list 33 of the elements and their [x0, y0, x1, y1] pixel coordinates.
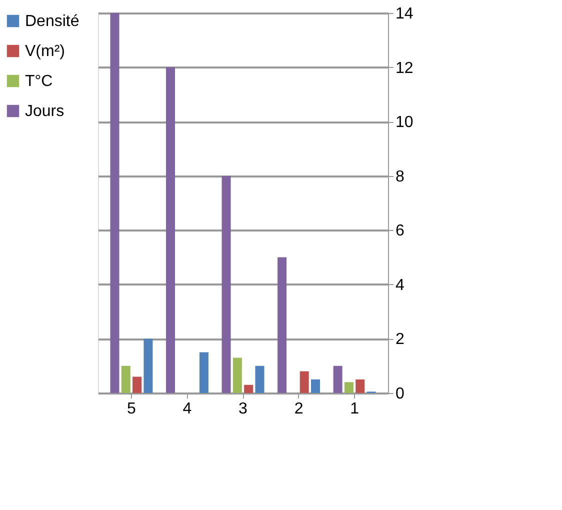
bar — [278, 257, 287, 393]
y-tick-label: 2 — [396, 331, 404, 348]
x-tick-label: 2 — [294, 400, 304, 418]
bar — [144, 338, 153, 393]
bar — [311, 379, 320, 393]
x-tick-label: 1 — [350, 400, 360, 418]
bar — [232, 358, 242, 393]
x-tick-label: 4 — [182, 400, 192, 418]
bar — [222, 176, 231, 393]
bar — [333, 366, 342, 393]
legend-label: T°C — [25, 73, 53, 90]
x-tick-label: 3 — [238, 400, 248, 418]
bar — [199, 352, 208, 393]
legend-label: Densité — [25, 13, 80, 30]
y-tick-label: 10 — [396, 114, 414, 132]
bar — [300, 371, 309, 393]
y-tick-label: 12 — [396, 60, 414, 77]
bar — [166, 67, 175, 393]
bar — [255, 366, 264, 393]
y-tick-label: 8 — [396, 168, 404, 186]
y-tick-label: 6 — [396, 222, 404, 240]
y-tick-label: 14 — [396, 6, 414, 22]
legend-label: Jours — [25, 103, 64, 120]
bar — [110, 13, 120, 393]
bar — [121, 366, 130, 393]
bar — [356, 379, 365, 393]
bar — [344, 382, 354, 393]
bar — [132, 376, 142, 393]
y-tick-label: 0 — [396, 386, 404, 402]
legend-label: V(m²) — [25, 43, 65, 60]
bar — [244, 384, 254, 393]
x-tick-label: 5 — [127, 400, 136, 418]
y-tick-label: 4 — [396, 276, 404, 294]
